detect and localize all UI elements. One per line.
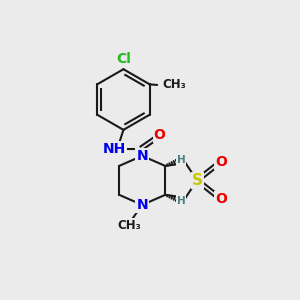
Text: H: H [176,196,185,206]
Text: O: O [215,192,227,206]
Text: Cl: Cl [116,52,131,66]
Text: CH₃: CH₃ [163,78,186,92]
Text: N: N [136,198,148,212]
Text: O: O [154,128,166,142]
Text: N: N [136,149,148,163]
Text: O: O [215,155,227,169]
Text: H: H [176,155,185,165]
Text: NH: NH [103,142,126,156]
Text: S: S [192,173,203,188]
Text: CH₃: CH₃ [117,219,141,232]
